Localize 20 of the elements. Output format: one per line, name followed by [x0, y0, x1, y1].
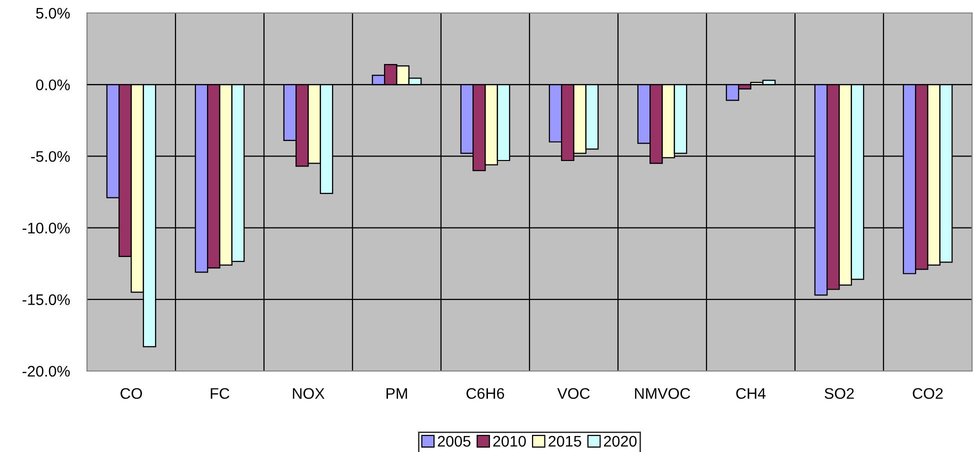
y-tick-label: -5.0%: [31, 151, 70, 162]
legend-label: 2005: [438, 436, 470, 447]
x-tick-label: NMVOC: [635, 388, 690, 399]
y-tick-label: 0.0%: [36, 79, 70, 90]
x-tick-label: FC: [210, 388, 230, 399]
x-tick-label: CO2: [912, 388, 943, 399]
x-tick-label: PM: [386, 388, 407, 399]
x-tick-label: CO: [120, 388, 142, 399]
legend-label: 2015: [548, 436, 582, 447]
y-tick-label: 5.0%: [36, 8, 70, 19]
x-tick-label: VOC: [557, 388, 590, 399]
x-tick-label: NOX: [292, 388, 324, 399]
legend-label: 2010: [493, 436, 526, 447]
y-tick-label: -20.0%: [22, 366, 70, 377]
x-tick-label: CH4: [736, 388, 766, 399]
y-tick-label: -15.0%: [22, 294, 70, 306]
x-tick-label: SO2: [824, 388, 854, 399]
x-tick-label: C6H6: [466, 388, 504, 399]
y-tick-label: -10.0%: [22, 222, 70, 234]
legend-label: 2020: [604, 436, 637, 447]
